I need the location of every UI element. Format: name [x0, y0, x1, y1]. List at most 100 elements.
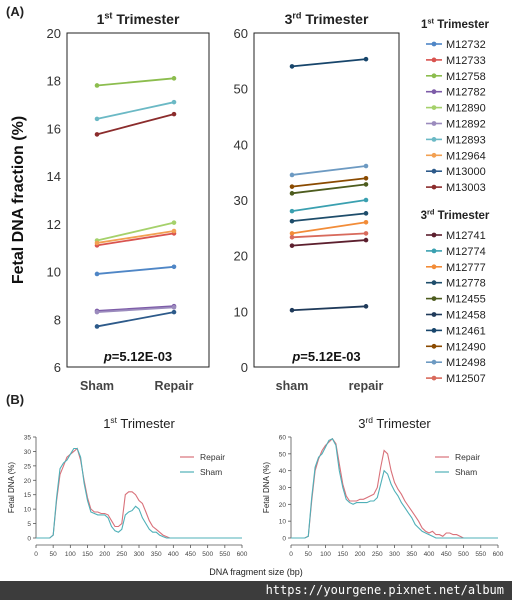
x-tick-label: 400 — [168, 551, 179, 558]
panel-b-title-0: 1st Trimester — [103, 415, 175, 431]
data-point-M12732 — [94, 271, 100, 277]
legend-swatch-dot — [431, 152, 437, 158]
data-point-M12892 — [94, 309, 100, 315]
y-tick-label: 40 — [234, 137, 248, 152]
data-point-M12507 — [363, 231, 369, 236]
series-line-sham — [36, 447, 242, 539]
legend-label: M12758 — [446, 71, 486, 83]
legend-swatch-dot — [431, 248, 437, 254]
data-point-M12461 — [363, 56, 369, 62]
series-line-M12964 — [96, 230, 175, 244]
data-point-M12455 — [289, 191, 295, 196]
y-tick-label: 30 — [234, 193, 248, 208]
x-tick-label: Sham — [80, 379, 114, 393]
legend-swatch-dot — [431, 280, 437, 286]
legend-swatch-dot — [431, 41, 437, 47]
y-axis-label: Fetal DNA fraction (%) — [10, 116, 27, 284]
legend-1st-heading: 1st Trimester — [421, 16, 490, 31]
legend-label: M12490 — [446, 341, 486, 353]
series-line-M12490 — [291, 177, 367, 188]
legend-label: M12778 — [446, 278, 486, 290]
y-axis-label: Fetal DNA (%) — [262, 462, 271, 513]
data-point-M12964 — [94, 240, 100, 246]
y-tick-label: 16 — [47, 121, 61, 136]
data-point-M13000 — [94, 324, 100, 329]
x-tick-label: 50 — [50, 551, 58, 558]
x-tick-label: 250 — [116, 551, 127, 558]
plot-frame-1 — [253, 32, 400, 368]
panel-a-title-0: 1st Trimester — [97, 10, 180, 27]
y-tick-label: 12 — [47, 217, 61, 232]
data-point-M12490 — [363, 175, 369, 181]
panel-a-title-1: 3rd Trimester — [285, 10, 369, 27]
legend-swatch-dot — [431, 359, 437, 365]
x-tick-label: repair — [349, 379, 384, 393]
y-tick-label: 30 — [24, 449, 32, 456]
x-tick-label: 550 — [475, 551, 486, 558]
legend-swatch-dot — [431, 232, 437, 238]
legend-swatch-dot — [431, 264, 437, 270]
y-tick-label: 5 — [27, 521, 31, 528]
data-point-M12893 — [171, 99, 177, 105]
x-tick-label: 500 — [202, 551, 213, 558]
legend-swatch-dot — [431, 296, 437, 301]
y-tick-label: 20 — [279, 502, 287, 509]
panel-b-title-0-rest: Trimester — [117, 416, 175, 431]
y-tick-label: 25 — [24, 463, 32, 470]
data-point-M12777 — [363, 219, 369, 225]
legend-label: Sham — [455, 467, 477, 477]
legend-label: M12774 — [446, 246, 486, 258]
p-value-symbol: p — [291, 349, 300, 364]
data-point-M13003 — [94, 132, 100, 137]
x-tick-label: 250 — [372, 551, 383, 558]
data-point-M12498 — [289, 172, 295, 178]
legend-swatch-dot — [431, 89, 437, 95]
y-tick-label: 14 — [47, 169, 61, 184]
legend-swatch-dot — [431, 137, 437, 142]
x-tick-label: sham — [276, 379, 309, 393]
data-point-M12893 — [94, 116, 100, 122]
legend-swatch-dot — [431, 328, 437, 333]
legend-1st-heading-num: 1 — [421, 19, 428, 31]
data-point-M12490 — [289, 184, 295, 189]
x-tick-label: 200 — [99, 551, 110, 558]
x-tick-label: 150 — [337, 551, 348, 558]
y-tick-label: 60 — [279, 435, 287, 442]
data-point-M12777 — [289, 231, 295, 236]
watermark-bar: https://yourgene.pixnet.net/album — [0, 581, 512, 600]
series-line-M12741 — [291, 239, 367, 247]
data-point-M12758 — [94, 83, 100, 88]
data-point-M13000 — [171, 309, 177, 315]
y-tick-label: 30 — [279, 485, 287, 492]
legend-label: M12461 — [446, 325, 486, 337]
series-line-M13003 — [96, 113, 175, 136]
data-point-M12455 — [363, 182, 369, 187]
x-tick-label: 150 — [82, 551, 93, 558]
series-line-M12782 — [96, 305, 175, 312]
legend-label: M12893 — [446, 134, 486, 146]
panel-b-title-1-num: 3 — [358, 416, 365, 431]
panel-b-title-0-sup: st — [110, 415, 117, 425]
series-line-M12507 — [291, 232, 367, 239]
data-point-M12774 — [363, 197, 369, 203]
y-tick-label: 10 — [47, 265, 61, 280]
y-tick-label: 6 — [54, 360, 61, 375]
data-point-M12778 — [363, 211, 369, 216]
legend-label: M12458 — [446, 310, 486, 322]
x-tick-label: 0 — [289, 551, 293, 558]
series-line-M12758 — [96, 77, 175, 87]
data-point-M12458 — [363, 304, 369, 309]
legend-label: M12964 — [446, 150, 486, 162]
x-tick-label: 100 — [320, 551, 331, 558]
panel-b-title-1-rest: Trimester — [373, 416, 431, 431]
y-tick-label: 50 — [234, 82, 248, 97]
data-point-M12461 — [289, 64, 295, 69]
data-point-M12758 — [171, 76, 177, 81]
legend-swatch-dot — [431, 73, 437, 79]
legend-label: M12777 — [446, 262, 486, 274]
data-point-M12890 — [171, 220, 177, 225]
data-point-M12778 — [289, 218, 295, 224]
panel-b-title-1: 3rd Trimester — [358, 415, 431, 431]
